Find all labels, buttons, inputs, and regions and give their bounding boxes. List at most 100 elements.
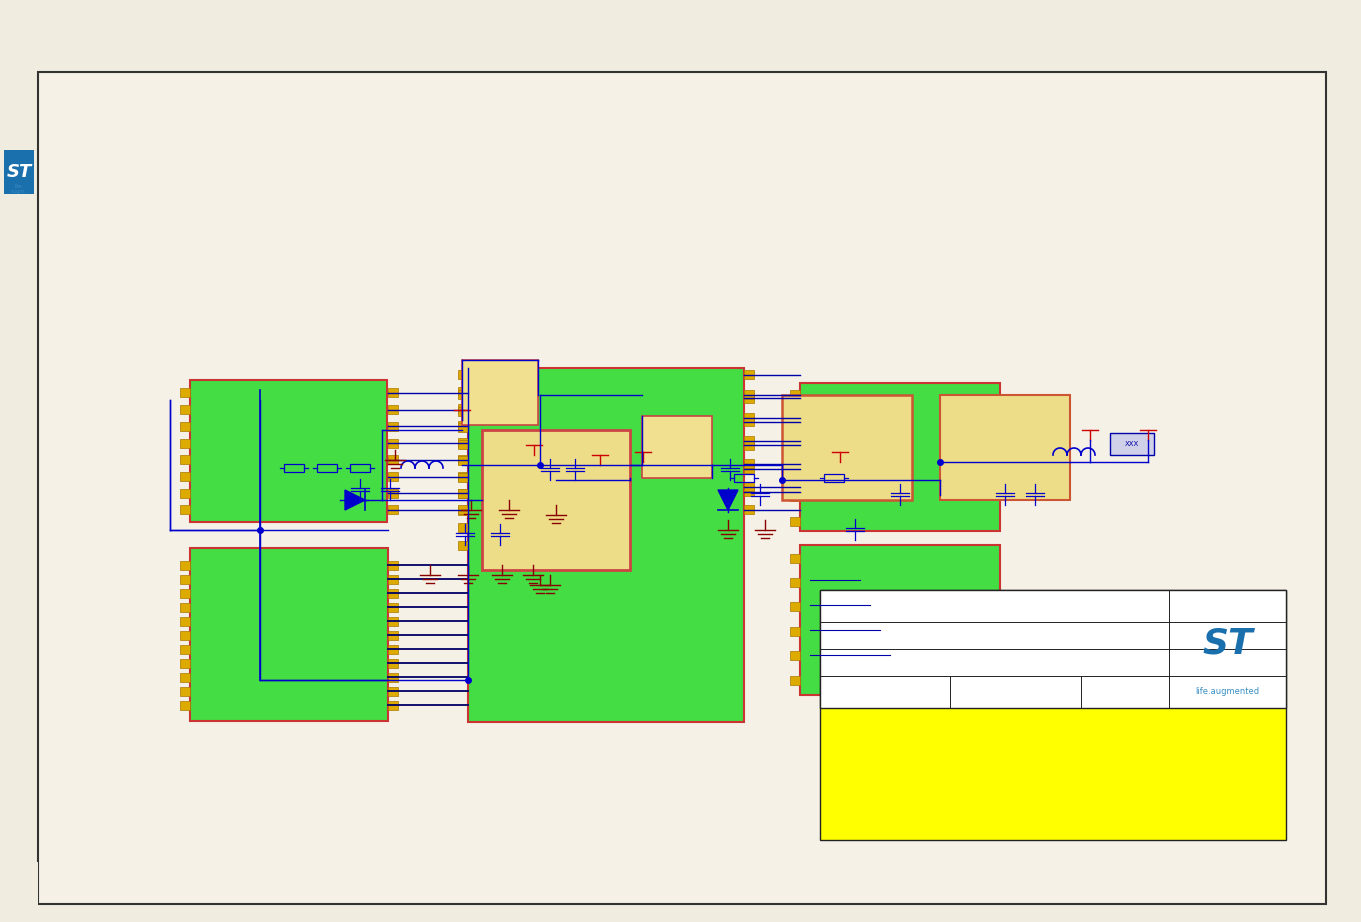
Bar (789, 627, 800, 635)
Bar (388, 439, 397, 448)
Polygon shape (344, 490, 365, 510)
Bar (180, 644, 191, 654)
Bar (940, 395, 1070, 500)
Bar (642, 416, 712, 478)
Bar (388, 489, 397, 498)
Bar (180, 574, 191, 584)
Bar (789, 391, 800, 399)
Bar (388, 588, 397, 597)
Bar (783, 395, 912, 500)
Bar (789, 578, 800, 587)
Bar (734, 474, 754, 482)
Bar (459, 439, 468, 447)
Bar (789, 492, 800, 501)
Bar (744, 413, 754, 422)
Bar (388, 388, 397, 397)
Bar (180, 631, 191, 640)
Text: XXX: XXX (1126, 441, 1139, 447)
Bar (789, 467, 800, 476)
Bar (180, 617, 191, 625)
Bar (180, 455, 191, 465)
Bar (350, 464, 370, 472)
Bar (180, 687, 191, 695)
Bar (789, 442, 800, 450)
Bar (459, 405, 468, 413)
Bar (459, 391, 468, 399)
Bar (744, 391, 754, 399)
Polygon shape (719, 490, 738, 510)
Bar (459, 387, 468, 396)
Bar (789, 553, 800, 562)
Bar (388, 422, 397, 431)
Bar (180, 422, 191, 431)
Bar (459, 421, 468, 431)
Bar (180, 405, 191, 414)
Bar (789, 651, 800, 660)
Bar (388, 405, 397, 414)
Bar (800, 545, 1000, 695)
Bar (4, 150, 34, 194)
Bar (388, 602, 397, 611)
Bar (388, 472, 397, 481)
Bar (459, 540, 468, 550)
Text: life.
augm.: life. augm. (11, 183, 27, 195)
Bar (459, 440, 468, 449)
Bar (317, 464, 338, 472)
Bar (180, 472, 191, 481)
Bar (191, 380, 387, 522)
Bar (459, 524, 468, 533)
Bar (482, 430, 630, 570)
Text: ST: ST (7, 163, 31, 181)
Bar (180, 602, 191, 611)
Bar (459, 472, 468, 481)
Bar (789, 416, 800, 425)
Text: life.augmented: life.augmented (1195, 687, 1259, 696)
Bar (388, 574, 397, 584)
Bar (284, 464, 304, 472)
Bar (789, 517, 800, 526)
Bar (468, 368, 744, 722)
Bar (388, 658, 397, 668)
Bar (459, 505, 468, 514)
Bar (388, 672, 397, 681)
Bar (459, 455, 468, 465)
Bar (180, 701, 191, 710)
Bar (180, 388, 191, 397)
Bar (388, 687, 397, 695)
Bar (180, 658, 191, 668)
Bar (459, 371, 468, 380)
Bar (180, 588, 191, 597)
Bar (459, 473, 468, 481)
Bar (180, 672, 191, 681)
Bar (819, 590, 1286, 840)
Text: ST: ST (1202, 626, 1252, 660)
Bar (388, 617, 397, 625)
Bar (789, 602, 800, 611)
Bar (388, 561, 397, 570)
Bar (744, 394, 754, 403)
Bar (819, 590, 1286, 708)
Bar (744, 482, 754, 491)
Bar (459, 423, 468, 432)
Bar (744, 488, 754, 497)
Bar (459, 489, 468, 498)
Bar (388, 701, 397, 710)
Bar (459, 407, 468, 416)
Bar (459, 490, 468, 499)
Bar (744, 436, 754, 445)
Bar (744, 418, 754, 426)
Bar (388, 631, 397, 640)
Bar (744, 459, 754, 468)
Bar (180, 489, 191, 498)
Bar (461, 360, 538, 425)
Bar (789, 676, 800, 684)
Bar (744, 441, 754, 450)
Bar (744, 371, 754, 380)
Bar (180, 505, 191, 514)
Bar (744, 505, 754, 514)
Bar (388, 455, 397, 465)
Bar (800, 383, 1000, 531)
Bar (388, 644, 397, 654)
Bar (388, 505, 397, 514)
Bar (191, 548, 388, 721)
